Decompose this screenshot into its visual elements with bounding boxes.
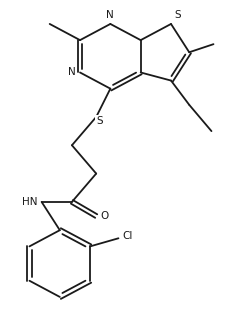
Text: S: S — [96, 116, 103, 126]
Text: N: N — [106, 10, 114, 20]
Text: O: O — [100, 211, 108, 221]
Text: HN: HN — [22, 197, 38, 207]
Text: S: S — [174, 10, 181, 20]
Text: Cl: Cl — [123, 231, 133, 241]
Text: N: N — [68, 68, 76, 78]
